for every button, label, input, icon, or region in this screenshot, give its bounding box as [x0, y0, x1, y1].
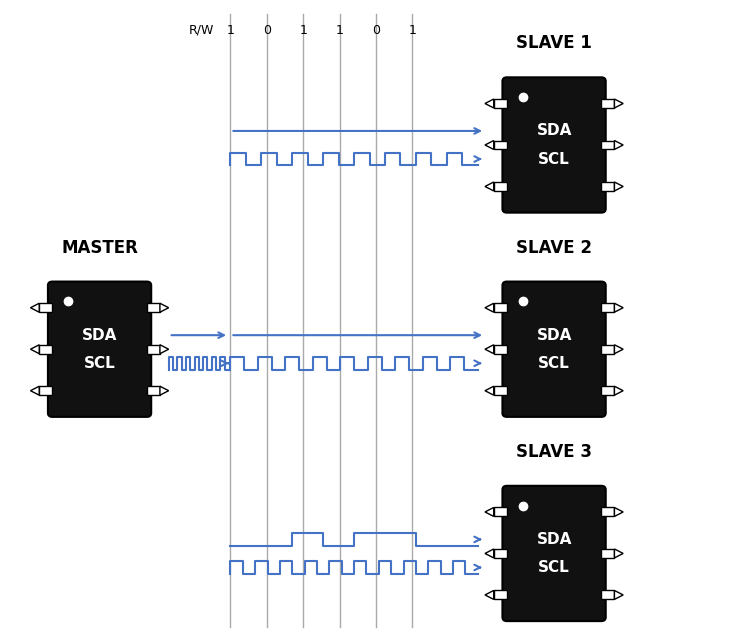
Bar — [602, 590, 615, 599]
Polygon shape — [160, 303, 169, 312]
FancyBboxPatch shape — [48, 281, 151, 417]
Polygon shape — [485, 387, 493, 395]
Bar — [493, 303, 507, 312]
FancyBboxPatch shape — [502, 78, 606, 213]
Polygon shape — [31, 345, 39, 354]
Polygon shape — [485, 549, 493, 558]
Bar — [602, 508, 615, 517]
FancyBboxPatch shape — [502, 486, 606, 621]
Text: 1: 1 — [336, 24, 344, 37]
Text: SDA: SDA — [537, 124, 572, 138]
Polygon shape — [31, 387, 39, 395]
Polygon shape — [615, 303, 623, 312]
Bar — [39, 345, 53, 354]
Polygon shape — [160, 345, 169, 354]
Bar — [602, 140, 615, 149]
Bar — [147, 303, 160, 312]
Polygon shape — [615, 549, 623, 558]
Bar — [493, 182, 507, 191]
Polygon shape — [615, 387, 623, 395]
FancyBboxPatch shape — [502, 281, 606, 417]
Polygon shape — [615, 590, 623, 599]
Polygon shape — [160, 387, 169, 395]
Text: SLAVE 1: SLAVE 1 — [516, 35, 592, 53]
Bar — [602, 303, 615, 312]
Polygon shape — [485, 508, 493, 517]
Bar — [147, 345, 160, 354]
Text: 0: 0 — [372, 24, 380, 37]
Bar — [493, 140, 507, 149]
Polygon shape — [615, 140, 623, 149]
Bar — [602, 345, 615, 354]
Polygon shape — [615, 508, 623, 517]
Bar — [602, 182, 615, 191]
Text: SCL: SCL — [538, 151, 570, 167]
Text: MASTER: MASTER — [61, 238, 138, 256]
Bar — [493, 590, 507, 599]
Polygon shape — [485, 99, 493, 108]
Text: 1: 1 — [226, 24, 234, 37]
Polygon shape — [485, 303, 493, 312]
Polygon shape — [615, 345, 623, 354]
Polygon shape — [485, 182, 493, 191]
Bar — [602, 549, 615, 558]
Text: SLAVE 2: SLAVE 2 — [516, 238, 592, 256]
Bar — [493, 387, 507, 395]
Bar — [493, 549, 507, 558]
Text: SDA: SDA — [82, 328, 118, 343]
Bar — [602, 99, 615, 108]
Text: SCL: SCL — [84, 356, 115, 370]
Polygon shape — [31, 303, 39, 312]
Polygon shape — [485, 590, 493, 599]
Bar — [39, 303, 53, 312]
Text: SLAVE 3: SLAVE 3 — [516, 443, 592, 461]
Bar — [602, 387, 615, 395]
Bar — [39, 387, 53, 395]
Text: 0: 0 — [263, 24, 271, 37]
Polygon shape — [615, 99, 623, 108]
Text: 1: 1 — [408, 24, 416, 37]
Text: 1: 1 — [299, 24, 307, 37]
Polygon shape — [615, 182, 623, 191]
Text: SDA: SDA — [537, 532, 572, 547]
Bar — [493, 99, 507, 108]
Bar — [493, 345, 507, 354]
Text: SDA: SDA — [537, 328, 572, 343]
Bar — [493, 508, 507, 517]
Bar — [147, 387, 160, 395]
Polygon shape — [485, 140, 493, 149]
Text: SCL: SCL — [538, 560, 570, 575]
Text: R/W: R/W — [188, 24, 214, 37]
Polygon shape — [485, 345, 493, 354]
Text: SCL: SCL — [538, 356, 570, 370]
